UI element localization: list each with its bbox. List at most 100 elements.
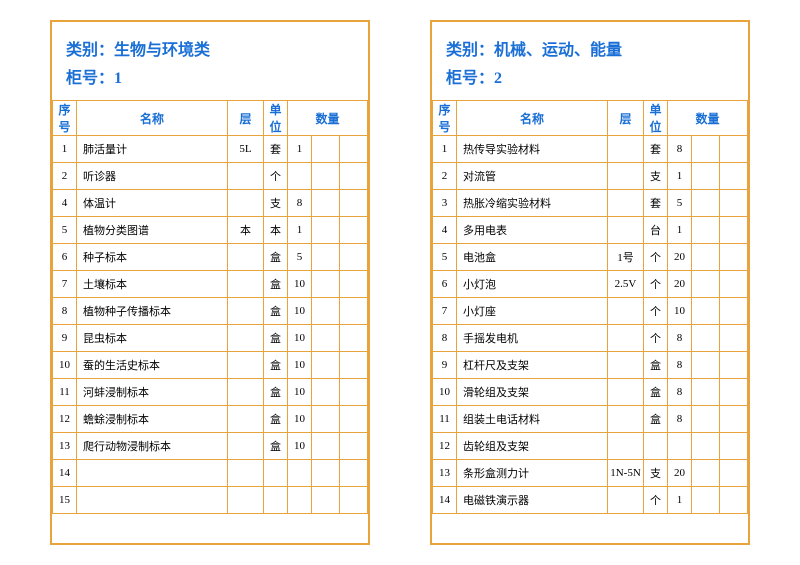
cell-seq: 1 xyxy=(53,136,77,163)
cell-qty: 10 xyxy=(288,433,312,460)
cell-name: 热胀冷缩实验材料 xyxy=(457,190,608,217)
table-header-row: 序号 名称 层 单位 数量 xyxy=(433,101,748,136)
table-row: 5电池盒1号个20 xyxy=(433,244,748,271)
col-qty: 数量 xyxy=(288,101,368,136)
cell-qty: 10 xyxy=(668,298,692,325)
cell-name: 杠杆尺及支架 xyxy=(457,352,608,379)
cell-spare xyxy=(720,271,748,298)
cell-unit: 支 xyxy=(264,190,288,217)
card-header: 类别：生物与环境类 柜号：1 xyxy=(52,22,368,100)
cell-unit: 盒 xyxy=(264,244,288,271)
col-name: 名称 xyxy=(77,101,228,136)
cell-qty xyxy=(288,487,312,514)
cell-name: 多用电表 xyxy=(457,217,608,244)
cell-spare xyxy=(340,352,368,379)
inventory-card-2: 类别：机械、运动、能量 柜号：2 序号 名称 层 单位 数量 1热传导实验材料套… xyxy=(430,20,750,545)
category-value: 机械、运动、能量 xyxy=(494,42,622,59)
cell-spare xyxy=(312,163,340,190)
cell-name: 对流管 xyxy=(457,163,608,190)
cell-qty: 10 xyxy=(288,379,312,406)
cell-name: 滑轮组及支架 xyxy=(457,379,608,406)
cell-spare xyxy=(340,217,368,244)
cell-seq: 9 xyxy=(53,325,77,352)
cell-unit: 个 xyxy=(264,163,288,190)
cell-seq: 5 xyxy=(433,244,457,271)
cell-name: 电池盒 xyxy=(457,244,608,271)
cell-spare xyxy=(692,244,720,271)
cell-spare xyxy=(312,136,340,163)
cell-seq: 1 xyxy=(433,136,457,163)
cell-layer xyxy=(608,298,644,325)
cell-layer xyxy=(608,406,644,433)
cell-unit: 套 xyxy=(644,190,668,217)
cell-seq: 10 xyxy=(433,379,457,406)
cell-seq: 5 xyxy=(53,217,77,244)
table-row: 12齿轮组及支架 xyxy=(433,433,748,460)
cell-unit: 支 xyxy=(644,163,668,190)
table-row: 4多用电表台1 xyxy=(433,217,748,244)
table-row: 6种子标本盒5 xyxy=(53,244,368,271)
cell-spare xyxy=(692,352,720,379)
cell-seq: 14 xyxy=(53,460,77,487)
cell-seq: 15 xyxy=(53,487,77,514)
cell-seq: 2 xyxy=(53,163,77,190)
cell-qty: 10 xyxy=(288,271,312,298)
table-row: 8手摇发电机个8 xyxy=(433,325,748,352)
cell-layer xyxy=(228,271,264,298)
cell-spare xyxy=(312,433,340,460)
cell-name: 齿轮组及支架 xyxy=(457,433,608,460)
cell-qty xyxy=(288,460,312,487)
cell-spare xyxy=(692,136,720,163)
cell-seq: 8 xyxy=(53,298,77,325)
cabinet-value: 1 xyxy=(114,70,122,87)
cell-spare xyxy=(720,433,748,460)
cell-seq: 13 xyxy=(433,460,457,487)
cell-spare xyxy=(720,379,748,406)
cell-spare xyxy=(720,190,748,217)
cell-unit: 个 xyxy=(644,487,668,514)
cell-qty xyxy=(668,433,692,460)
cell-spare xyxy=(720,163,748,190)
cell-name: 条形盒测力计 xyxy=(457,460,608,487)
cell-spare xyxy=(312,325,340,352)
cell-layer xyxy=(228,487,264,514)
cell-layer xyxy=(228,433,264,460)
cell-unit: 盒 xyxy=(264,271,288,298)
col-unit: 单位 xyxy=(644,101,668,136)
table-row: 9杠杆尺及支架盒8 xyxy=(433,352,748,379)
cell-name: 手摇发电机 xyxy=(457,325,608,352)
cell-qty: 5 xyxy=(288,244,312,271)
cell-name: 电磁铁演示器 xyxy=(457,487,608,514)
table-row: 14 xyxy=(53,460,368,487)
cell-unit: 个 xyxy=(644,325,668,352)
cell-unit: 盒 xyxy=(264,352,288,379)
cell-qty: 20 xyxy=(668,460,692,487)
cell-seq: 7 xyxy=(53,271,77,298)
cell-spare xyxy=(312,487,340,514)
cell-name: 小灯泡 xyxy=(457,271,608,298)
cabinet-prefix: 柜号： xyxy=(446,70,494,87)
cell-seq: 9 xyxy=(433,352,457,379)
cell-spare xyxy=(692,190,720,217)
cell-seq: 4 xyxy=(53,190,77,217)
cell-unit: 个 xyxy=(644,244,668,271)
cell-qty: 8 xyxy=(668,325,692,352)
cell-seq: 11 xyxy=(433,406,457,433)
col-seq: 序号 xyxy=(433,101,457,136)
cell-layer xyxy=(228,244,264,271)
cell-name: 爬行动物浸制标本 xyxy=(77,433,228,460)
cell-spare xyxy=(340,271,368,298)
cell-name xyxy=(77,487,228,514)
cell-spare xyxy=(312,190,340,217)
cell-layer xyxy=(228,460,264,487)
cell-layer xyxy=(228,190,264,217)
cell-layer xyxy=(608,217,644,244)
category-prefix: 类别： xyxy=(66,42,114,59)
col-layer: 层 xyxy=(228,101,264,136)
cell-unit xyxy=(264,487,288,514)
cell-seq: 10 xyxy=(53,352,77,379)
cell-unit: 盒 xyxy=(644,352,668,379)
cell-name: 土壤标本 xyxy=(77,271,228,298)
table-row: 10滑轮组及支架盒8 xyxy=(433,379,748,406)
cell-qty: 1 xyxy=(288,136,312,163)
